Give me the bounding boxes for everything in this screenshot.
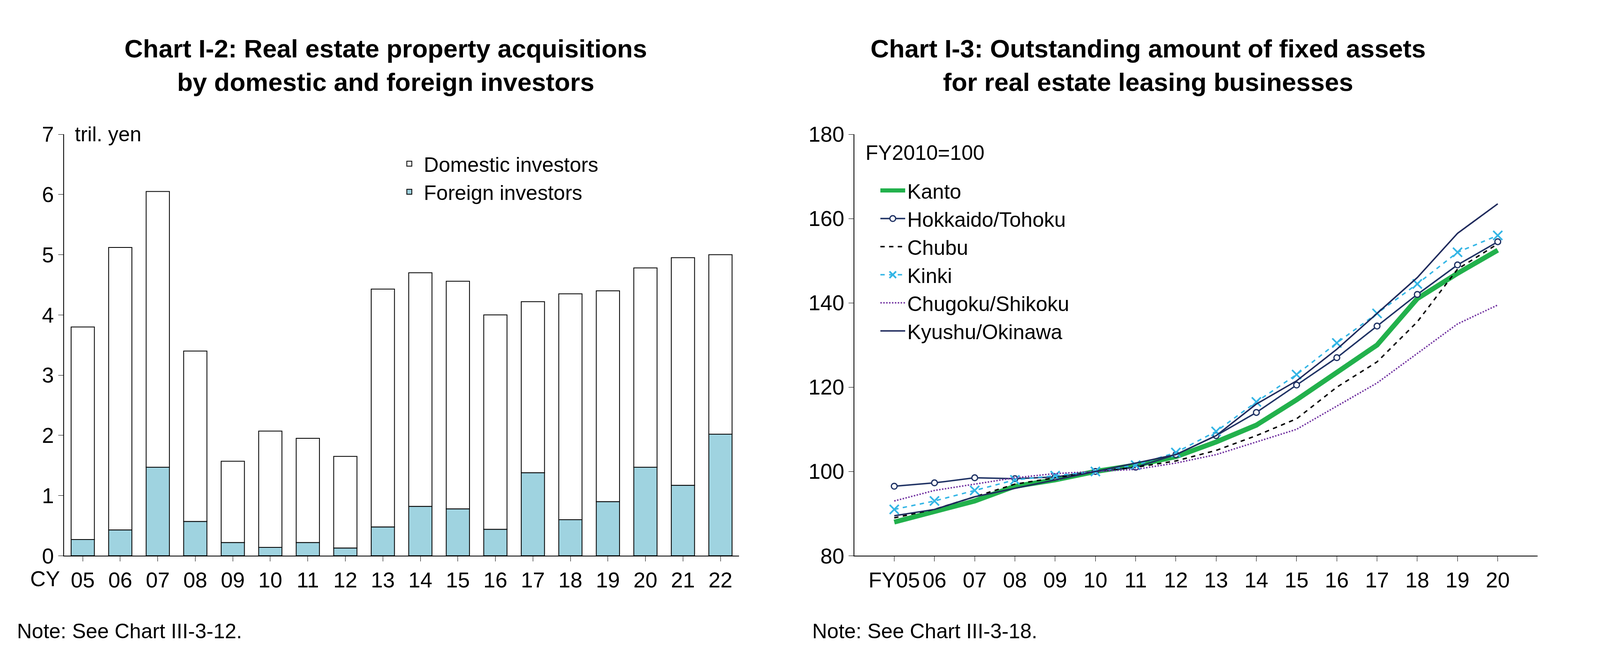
svg-text:Chubu: Chubu [907, 236, 969, 260]
svg-text:Chugoku/Shikoku: Chugoku/Shikoku [907, 292, 1070, 316]
svg-text:11: 11 [1124, 568, 1147, 593]
svg-text:22: 22 [708, 568, 733, 593]
svg-text:11: 11 [296, 568, 320, 593]
svg-text:10: 10 [258, 568, 283, 593]
svg-text:12: 12 [333, 568, 358, 593]
svg-text:16: 16 [483, 568, 508, 593]
svg-text:07: 07 [145, 568, 170, 593]
svg-text:15: 15 [1284, 568, 1309, 593]
svg-text:140: 140 [808, 290, 845, 315]
svg-text:06: 06 [108, 568, 133, 593]
svg-text:Hokkaido/Tohoku: Hokkaido/Tohoku [907, 208, 1066, 232]
svg-text:19: 19 [1445, 568, 1470, 593]
svg-text:80: 80 [820, 544, 845, 569]
svg-text:Domestic investors: Domestic investors [423, 153, 599, 177]
svg-text:07: 07 [962, 568, 987, 593]
svg-text:17: 17 [520, 568, 545, 593]
svg-text:1: 1 [42, 484, 55, 508]
svg-text:Kinki: Kinki [907, 264, 952, 288]
svg-text:FY2010=100: FY2010=100 [865, 141, 985, 165]
svg-text:18: 18 [558, 568, 583, 593]
svg-text:14: 14 [1244, 568, 1269, 593]
svg-text:100: 100 [808, 459, 845, 484]
svg-text:20: 20 [633, 568, 658, 593]
svg-text:05: 05 [70, 568, 95, 593]
svg-text:Chart I-3: Outstanding amount: Chart I-3: Outstanding amount of fixed a… [870, 34, 1426, 97]
svg-text:tril. yen: tril. yen [74, 122, 142, 146]
svg-text:21: 21 [670, 568, 695, 593]
svg-text:0: 0 [42, 544, 55, 569]
svg-text:7: 7 [42, 122, 55, 147]
svg-text:120: 120 [808, 375, 845, 400]
svg-text:13: 13 [370, 568, 395, 593]
svg-text:20: 20 [1485, 568, 1510, 593]
svg-text:14: 14 [408, 568, 433, 593]
svg-text:Note: See Chart III-3-18.: Note: See Chart III-3-18. [812, 619, 1038, 644]
svg-text:18: 18 [1405, 568, 1430, 593]
svg-text:Foreign investors: Foreign investors [423, 181, 583, 205]
svg-text:160: 160 [808, 206, 845, 231]
svg-text:10: 10 [1083, 568, 1108, 593]
svg-text:08: 08 [183, 568, 208, 593]
svg-text:Note: See Chart III-3-12.: Note: See Chart III-3-12. [16, 619, 243, 644]
svg-text:FY05: FY05 [868, 568, 920, 593]
svg-text:06: 06 [922, 568, 947, 593]
svg-text:4: 4 [42, 302, 55, 327]
svg-text:15: 15 [445, 568, 470, 593]
svg-text:17: 17 [1365, 568, 1390, 593]
svg-text:12: 12 [1163, 568, 1188, 593]
svg-text:2: 2 [42, 423, 55, 448]
svg-text:19: 19 [596, 568, 620, 593]
svg-text:Kyushu/Okinawa: Kyushu/Okinawa [907, 320, 1063, 344]
svg-text:5: 5 [42, 243, 55, 268]
svg-text:16: 16 [1324, 568, 1349, 593]
svg-text:CY: CY [30, 567, 60, 592]
svg-text:3: 3 [42, 363, 55, 388]
svg-text:09: 09 [1043, 568, 1068, 593]
svg-text:6: 6 [42, 182, 55, 207]
svg-text:Kanto: Kanto [907, 180, 962, 204]
svg-text:13: 13 [1204, 568, 1229, 593]
svg-text:08: 08 [1003, 568, 1028, 593]
svg-text:09: 09 [220, 568, 245, 593]
svg-text:180: 180 [808, 122, 845, 147]
svg-text:Chart I-2: Real estate propert: Chart I-2: Real estate property acquisit… [124, 34, 647, 97]
